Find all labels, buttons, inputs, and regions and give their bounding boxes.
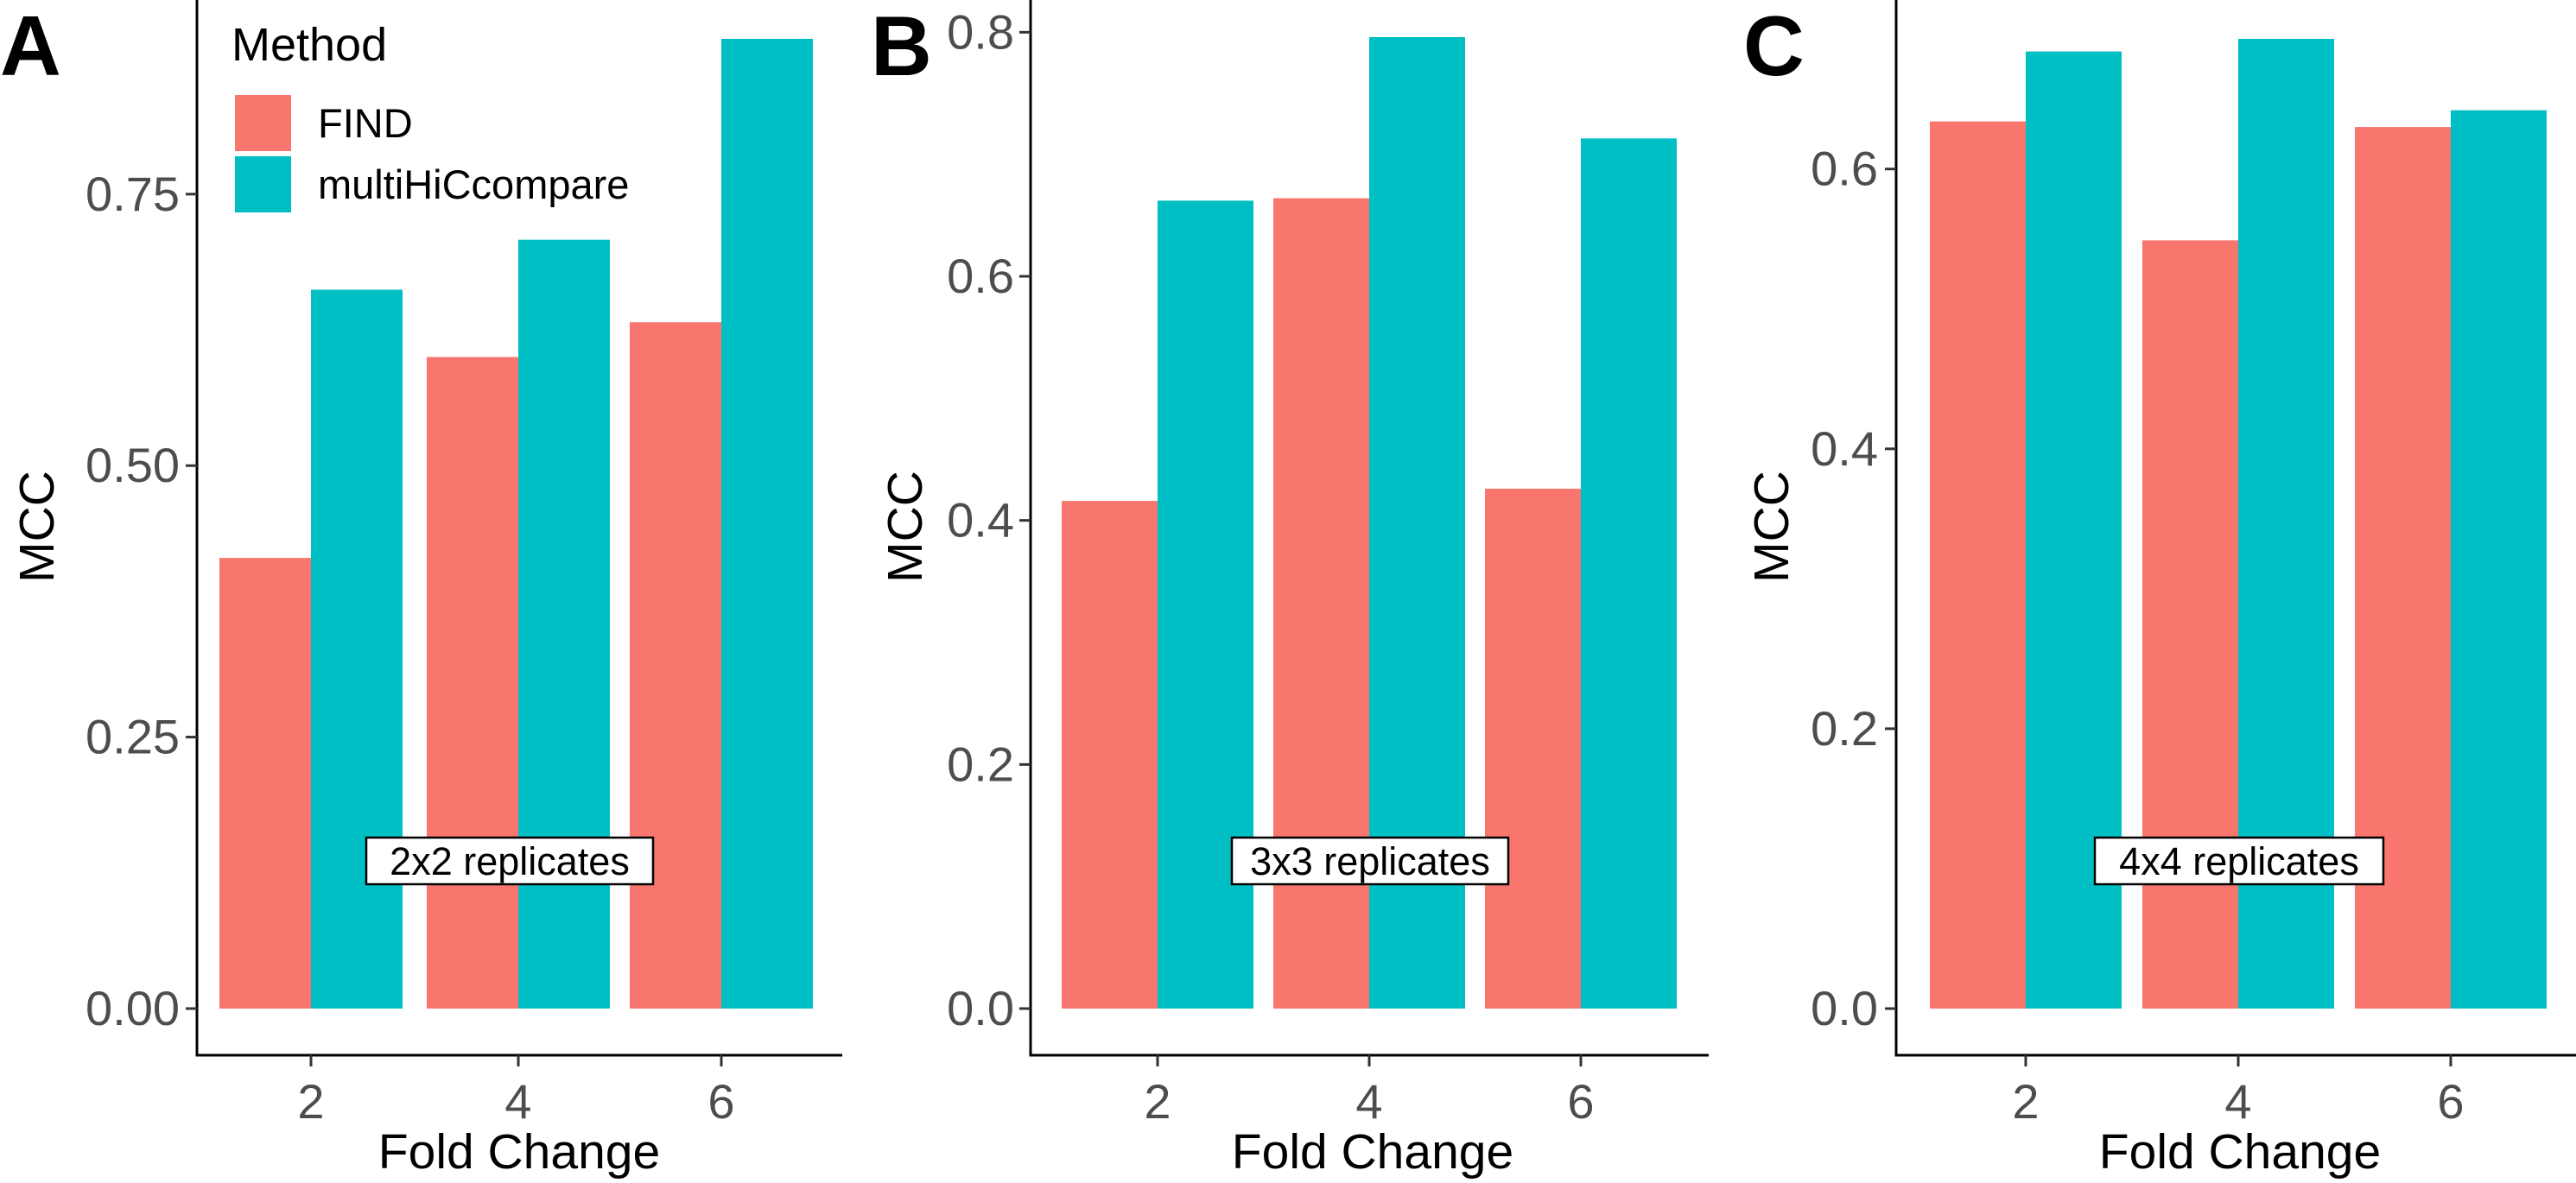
y-axis-title: MCC xyxy=(10,471,65,583)
y-tick-label: 0.2 xyxy=(1811,701,1878,756)
annotation-label: 2x2 replicates xyxy=(390,839,630,883)
legend: Method FIND multiHiCcompare xyxy=(232,19,629,212)
x-axis-title: Fold Change xyxy=(2099,1124,2381,1180)
x-tick-label: 6 xyxy=(2437,1074,2464,1129)
x-tick-label: 2 xyxy=(2012,1074,2039,1129)
chart-panel-c: 0.0 0.2 0.4 0.6 2 4 6 Fold Change MCC 4x4 replica… xyxy=(1743,0,2576,1180)
x-axis-title: Fold Change xyxy=(378,1124,660,1180)
y-tick-label: 0.50 xyxy=(86,438,180,492)
legend-item: FIND xyxy=(235,95,413,151)
x-tick-label: 2 xyxy=(1144,1074,1171,1129)
bar-multihiccompare-fc2 xyxy=(311,289,403,1009)
y-tick-label: 0.75 xyxy=(86,167,180,221)
bar-find-fc2 xyxy=(1930,121,2026,1009)
y-tick-label: 0.25 xyxy=(86,710,180,764)
bar-find-fc4 xyxy=(2142,240,2238,1009)
bar-multihiccompare-fc6 xyxy=(2451,110,2547,1009)
y-tick-label: 0.00 xyxy=(86,981,180,1035)
legend-label: multiHiCcompare xyxy=(318,161,629,207)
bar-find-fc2 xyxy=(1062,501,1158,1009)
panel-letter: B xyxy=(871,0,932,93)
y-tick-label: 0.4 xyxy=(1811,421,1878,476)
x-tick-label: 2 xyxy=(297,1074,324,1129)
legend-label: FIND xyxy=(318,100,413,146)
bar-find-fc6 xyxy=(630,322,721,1009)
bar-multihiccompare-fc2 xyxy=(1158,200,1253,1009)
bar-multihiccompare-fc4 xyxy=(518,239,610,1009)
y-tick-label: 0.6 xyxy=(947,249,1014,303)
y-tick-label: 0.2 xyxy=(947,737,1014,791)
legend-item: multiHiCcompare xyxy=(235,156,629,212)
bar-multihiccompare-fc6 xyxy=(1581,138,1677,1009)
chart-panel-b: 0.0 0.2 0.4 0.6 0.8 2 4 6 Fold Change MCC 3x3 repl… xyxy=(871,0,1709,1180)
x-tick-label: 4 xyxy=(1355,1074,1382,1129)
annotation-label: 4x4 replicates xyxy=(2119,839,2359,883)
y-tick-label: 0.0 xyxy=(947,981,1014,1035)
bar-find-fc2 xyxy=(219,558,311,1009)
legend-title: Method xyxy=(232,19,387,71)
x-axis-title: Fold Change xyxy=(1232,1124,1513,1180)
bar-find-fc6 xyxy=(1485,488,1581,1009)
chart-panel-a: 0.00 0.25 0.50 0.75 2 4 6 Fold Change MCC 2x2 rep… xyxy=(0,0,842,1180)
bar-multihiccompare-fc6 xyxy=(721,39,813,1009)
legend-key-multihiccompare xyxy=(235,156,291,212)
y-tick-label: 0.8 xyxy=(947,4,1014,59)
bar-find-fc4 xyxy=(427,357,518,1009)
annotation-label: 3x3 replicates xyxy=(1250,839,1490,883)
legend-key-find xyxy=(235,95,291,151)
y-axis-title: MCC xyxy=(878,471,933,583)
x-tick-label: 6 xyxy=(1567,1074,1594,1129)
annotation-box xyxy=(365,836,655,886)
y-tick-label: 0.4 xyxy=(947,493,1014,547)
panel-letter: A xyxy=(0,0,61,93)
y-axis-title: MCC xyxy=(1744,471,1799,583)
x-tick-label: 6 xyxy=(707,1074,734,1129)
annotation-box xyxy=(2093,836,2385,886)
y-tick-label: 0.6 xyxy=(1811,142,1878,196)
x-tick-label: 4 xyxy=(504,1074,531,1129)
panel-letter: C xyxy=(1743,0,1805,93)
bar-find-fc4 xyxy=(1273,198,1369,1009)
annotation-box xyxy=(1230,836,1510,886)
y-tick-label: 0.0 xyxy=(1811,981,1878,1035)
x-tick-label: 4 xyxy=(2224,1074,2251,1129)
